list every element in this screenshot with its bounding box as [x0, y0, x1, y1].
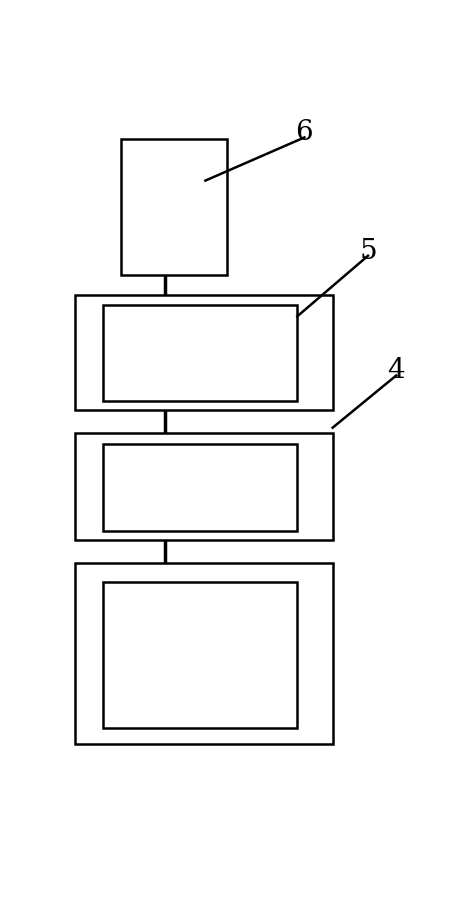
Bar [75, 563, 332, 745]
Bar [75, 296, 332, 411]
Text: 5: 5 [359, 237, 376, 265]
Text: 4: 4 [387, 357, 404, 384]
Text: 6: 6 [295, 119, 313, 146]
Bar [103, 306, 297, 402]
Bar [120, 140, 226, 275]
Bar [103, 445, 297, 531]
Bar [103, 582, 297, 729]
Bar [75, 433, 332, 541]
